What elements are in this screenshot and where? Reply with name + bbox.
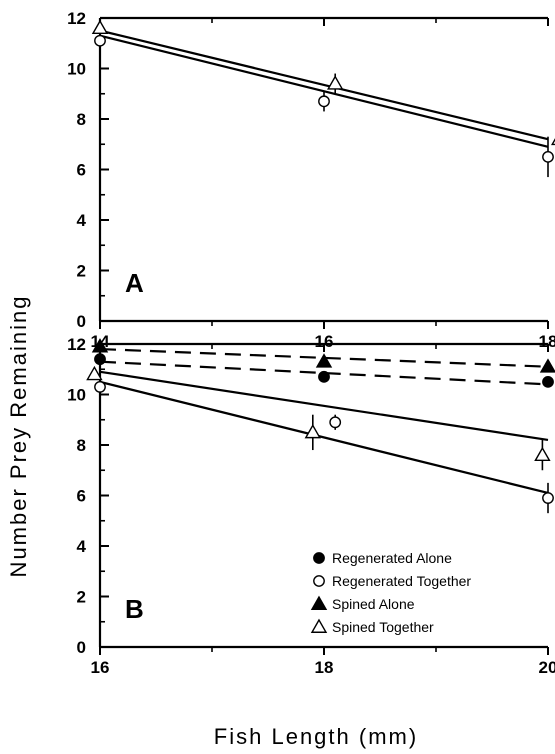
series-spined-alone	[91, 338, 555, 373]
series-spined-together	[91, 19, 555, 146]
x-tick-label: 16	[91, 658, 110, 677]
data-point	[318, 95, 330, 108]
legend: Regenerated Alone Regenerated Together Spi…	[310, 550, 471, 635]
legend-marker	[310, 618, 328, 633]
x-tick-label: 16	[315, 332, 334, 351]
y-tick-label: 4	[77, 537, 87, 556]
y-axis-title: Number Prey Remaining	[6, 295, 31, 578]
y-tick-label: 10	[67, 60, 86, 79]
data-point	[550, 138, 555, 146]
data-point	[542, 150, 554, 163]
x-tick-label: 18	[539, 332, 555, 351]
data-point	[91, 338, 109, 353]
panels: 024681012141618A024681012161820BRegenera…	[67, 9, 555, 677]
fit-line	[99, 34, 549, 148]
legend-label: Spined Together	[332, 619, 434, 635]
fit-line	[99, 29, 549, 141]
x-axis-title: Fish Length (mm)	[214, 724, 418, 749]
series-spined-together	[86, 365, 551, 471]
legend-label: Regenerated Alone	[332, 550, 452, 566]
y-tick-label: 4	[77, 211, 87, 230]
data-point	[315, 353, 333, 368]
data-point	[318, 370, 330, 383]
data-point	[91, 19, 109, 35]
x-tick-label: 18	[315, 658, 334, 677]
fit-line	[99, 370, 549, 442]
y-tick-label: 8	[77, 436, 86, 455]
data-point	[326, 75, 344, 90]
y-tick-label: 12	[67, 9, 86, 28]
data-point	[539, 358, 555, 373]
panel-a: 024681012141618A	[67, 9, 555, 351]
data-point	[304, 423, 322, 439]
y-tick-label: 10	[67, 386, 86, 405]
y-tick-label: 12	[67, 335, 86, 354]
y-tick-label: 8	[77, 110, 86, 129]
data-point	[86, 365, 103, 381]
series-regenerated-together	[94, 34, 554, 178]
y-tick-label: 0	[77, 638, 86, 657]
y-tick-label: 6	[77, 487, 86, 506]
y-tick-label: 0	[77, 312, 86, 331]
panel-label: A	[125, 268, 144, 298]
data-point	[542, 492, 554, 504]
y-tick-label: 6	[77, 161, 86, 180]
data-point	[329, 416, 342, 429]
series-regenerated-alone	[94, 353, 554, 388]
x-tick-label: 20	[539, 658, 555, 677]
legend-marker	[313, 552, 325, 564]
legend-label: Regenerated Together	[332, 573, 471, 589]
legend-label: Spined Alone	[332, 596, 415, 612]
y-tick-label: 2	[77, 588, 86, 607]
y-tick-label: 2	[77, 262, 86, 281]
panel-label: B	[125, 594, 144, 624]
fit-line	[99, 380, 549, 495]
data-point	[94, 353, 106, 366]
panel-b: 0 2 4 6 8 10 12 16 18 20 B	[67, 335, 555, 677]
data-point	[94, 381, 106, 393]
data-point	[534, 446, 551, 462]
legend-marker	[310, 595, 328, 610]
legend-marker	[313, 575, 325, 587]
data-point	[542, 375, 554, 388]
data-point	[94, 34, 106, 47]
series-regenerated-together	[94, 380, 554, 514]
